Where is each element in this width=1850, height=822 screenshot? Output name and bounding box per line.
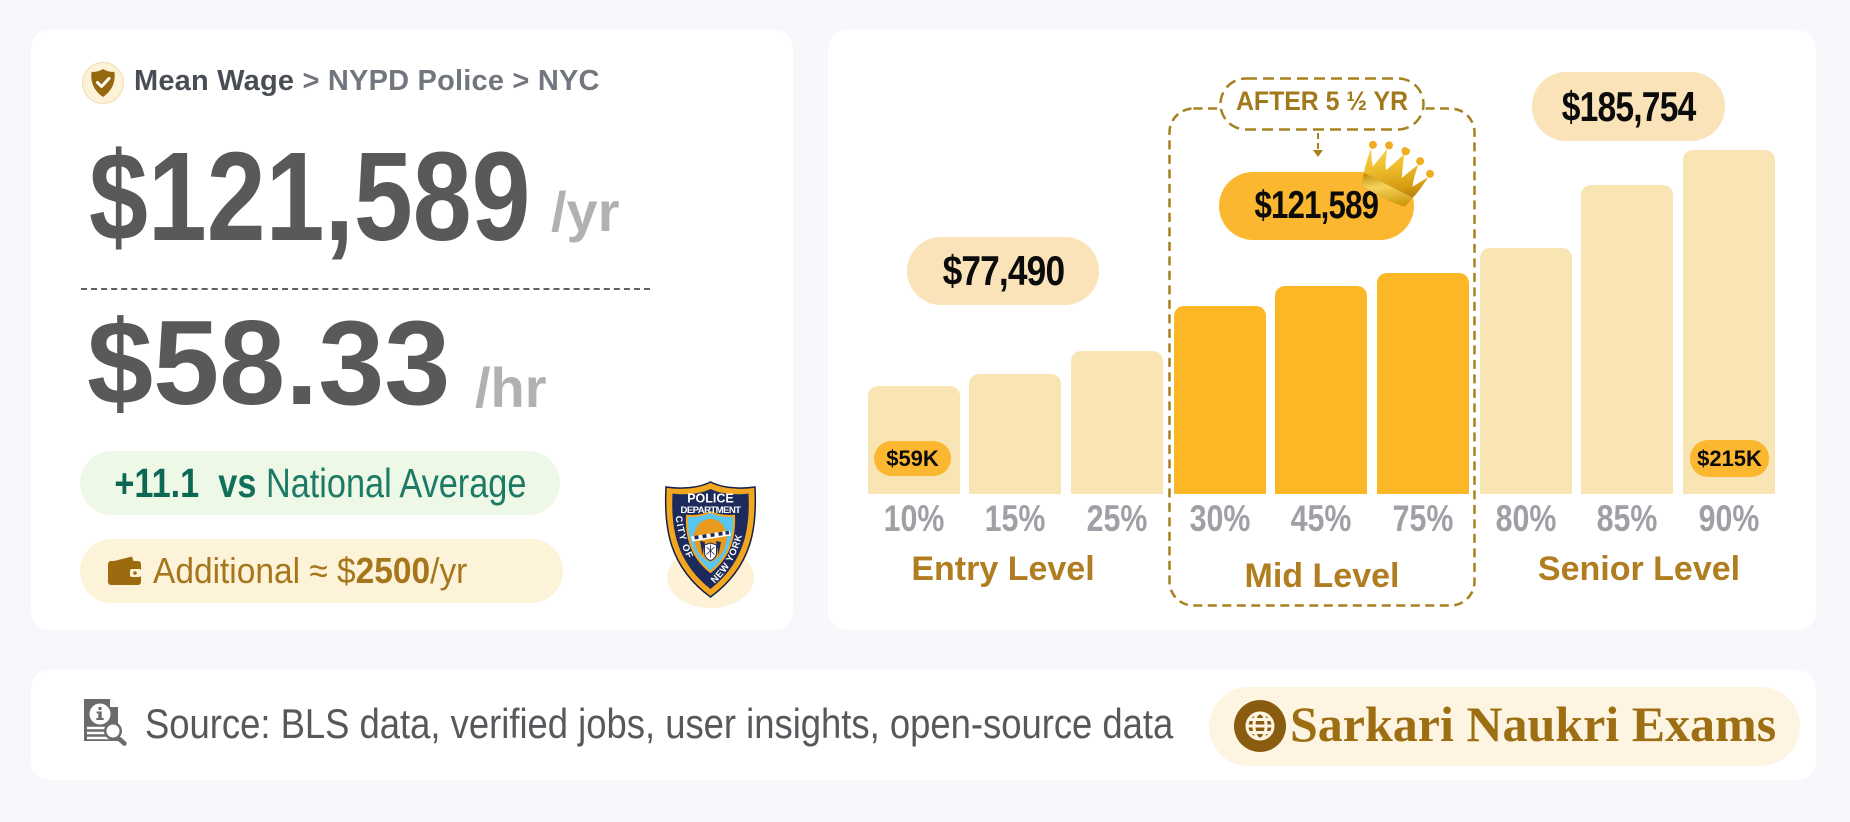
svg-text:POLICE: POLICE [687, 492, 734, 506]
svg-text:DEPARTMENT: DEPARTMENT [681, 505, 742, 516]
